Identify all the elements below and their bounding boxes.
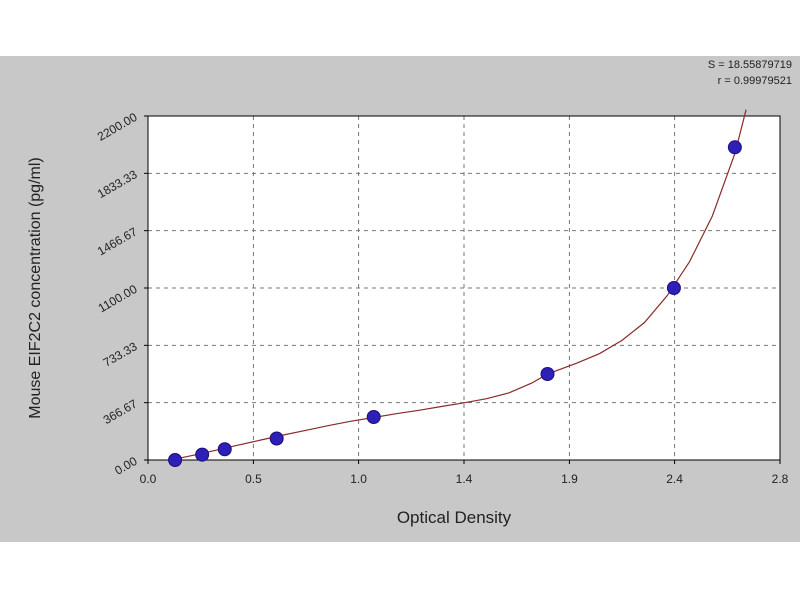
- y-tick-label: 1100.00: [96, 282, 140, 316]
- data-point: [540, 367, 555, 381]
- grid: [148, 116, 780, 460]
- x-tick-label: 1.9: [561, 472, 578, 486]
- x-axis-label: Optical Density: [397, 508, 512, 527]
- x-tick-label: 2.4: [666, 472, 683, 486]
- fit-curve: [170, 109, 747, 461]
- data-point: [217, 442, 232, 457]
- standard-curve-chart: 0.0 0.5 1.0 1.4 1.9 2.4 2.8 0.00 366.67 733.33 110…: [27, 109, 789, 527]
- y-tick-label: 366.67: [101, 396, 140, 427]
- data-point: [727, 140, 742, 155]
- y-axis-label: Mouse EIF2C2 concentration (pg/ml): [27, 157, 44, 418]
- y-tick-label: 733.33: [101, 339, 140, 370]
- x-tick-label: 0.0: [140, 472, 157, 486]
- y-tick-label: 1466.67: [95, 224, 140, 258]
- data-point: [666, 281, 681, 295]
- stat-r-value: r = 0.99979521: [717, 75, 792, 87]
- y-tick-label: 1833.33: [95, 167, 140, 201]
- stat-s-value: S = 18.55879719: [707, 59, 792, 71]
- x-tick-label: 0.5: [245, 472, 262, 486]
- chart-panel: S = 18.55879719 r = 0.99979521 0.0 0.5 1.0…: [0, 56, 800, 542]
- data-point: [168, 453, 183, 467]
- data-point: [366, 410, 381, 424]
- data-point: [195, 447, 210, 462]
- x-tick-label: 2.8: [772, 472, 789, 486]
- data-points: [168, 140, 742, 467]
- y-tick-label: 0.00: [112, 454, 140, 478]
- x-tick-label: 1.0: [350, 472, 367, 486]
- y-tick-label: 2200.00: [95, 110, 140, 144]
- data-point: [269, 431, 284, 446]
- x-tick-label: 1.4: [456, 472, 473, 486]
